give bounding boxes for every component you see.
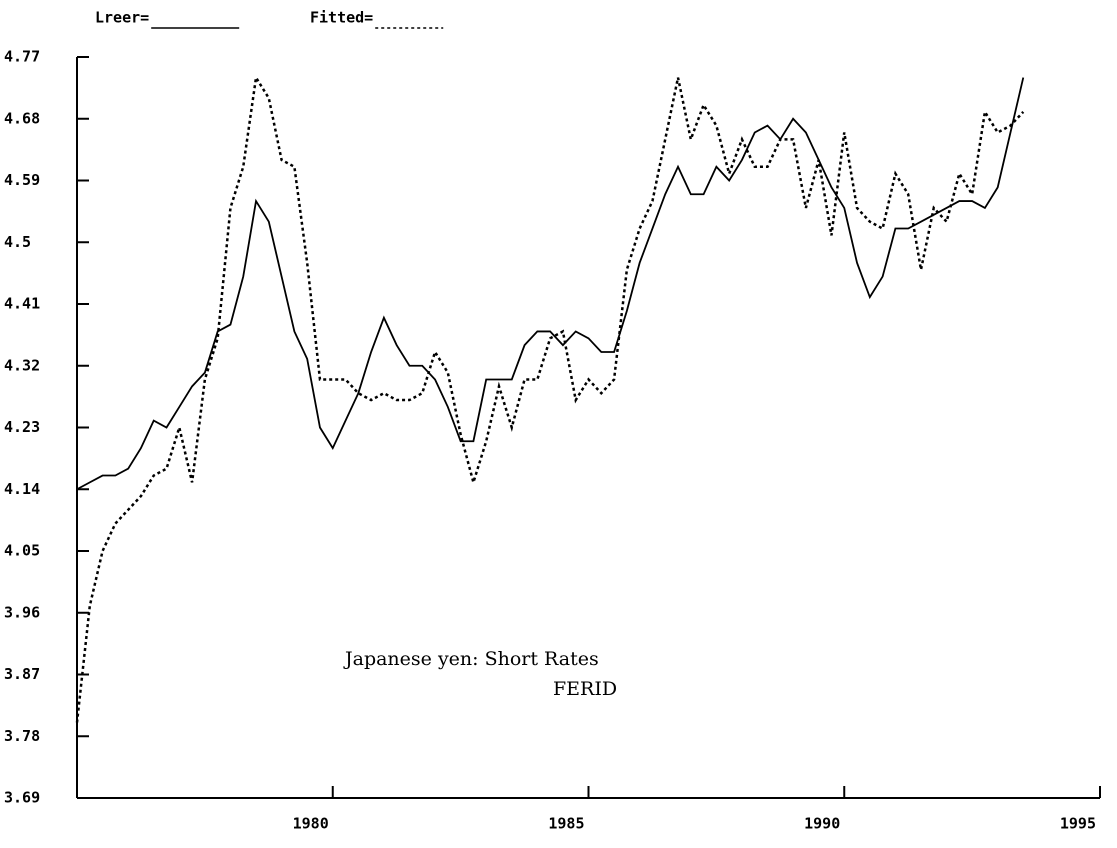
series-line xyxy=(76,77,1025,491)
y-tick-label: 3.78 xyxy=(4,727,40,745)
y-tick-label: 3.87 xyxy=(4,665,40,683)
y-tick-label: 4.41 xyxy=(4,295,40,313)
annotation: Japanese yen: Short Rates xyxy=(343,648,599,670)
y-tick-label: 3.96 xyxy=(4,603,40,621)
x-tick-label: 1980 xyxy=(293,815,329,833)
y-tick-label: 4.05 xyxy=(4,542,40,560)
y-tick-label: 4.68 xyxy=(4,109,40,127)
annotation: FERID xyxy=(553,678,617,700)
y-tick-label: 4.5 xyxy=(4,233,31,251)
series-line xyxy=(75,74,1025,723)
x-tick-label: 1995 xyxy=(1060,815,1096,833)
x-tick-label: 1990 xyxy=(804,815,840,833)
y-tick-label: 4.23 xyxy=(4,418,40,436)
y-tick-label: 4.32 xyxy=(4,356,40,374)
x-tick-label: 1985 xyxy=(548,815,584,833)
legend-label: Fitted= xyxy=(310,9,373,27)
y-tick-label: 4.14 xyxy=(4,480,40,498)
y-tick-label: 3.69 xyxy=(4,789,40,807)
y-tick-label: 4.59 xyxy=(4,171,40,189)
legend-label: Lreer= xyxy=(95,9,149,27)
y-tick-label: 4.77 xyxy=(4,48,40,66)
